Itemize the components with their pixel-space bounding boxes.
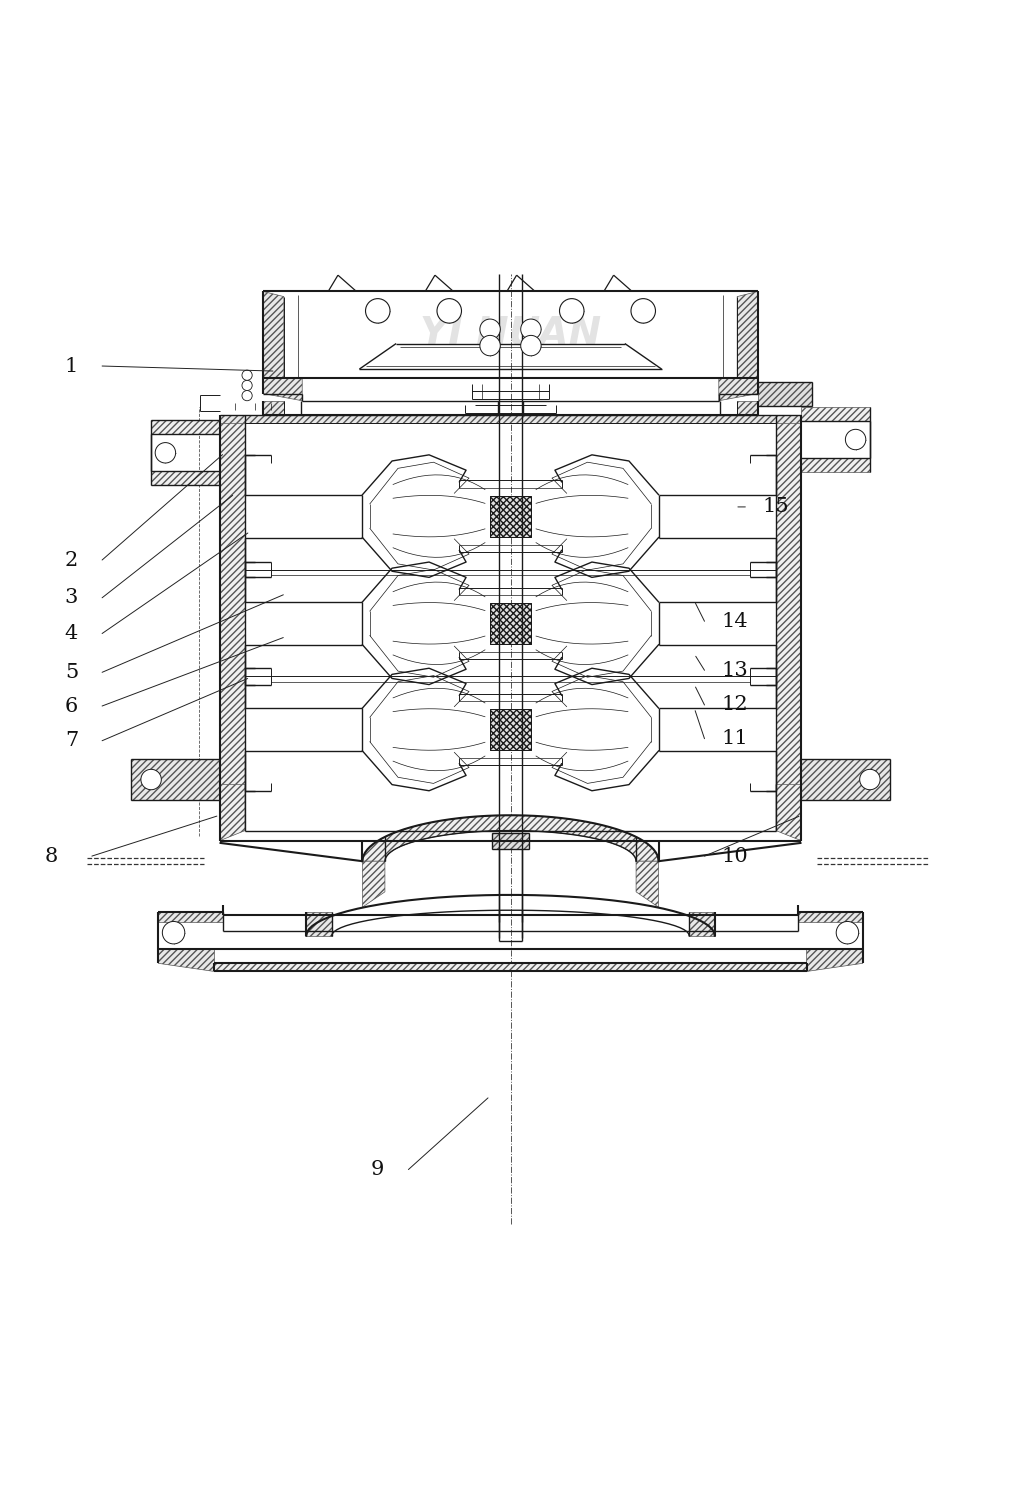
Text: 6: 6 [65, 697, 78, 715]
Polygon shape [220, 415, 245, 784]
Polygon shape [220, 415, 801, 424]
Polygon shape [490, 496, 531, 537]
Text: 10: 10 [722, 846, 748, 866]
Circle shape [480, 335, 500, 356]
Polygon shape [758, 383, 812, 406]
Polygon shape [776, 415, 801, 784]
Polygon shape [263, 379, 302, 401]
Text: 4: 4 [65, 624, 78, 642]
Text: 13: 13 [722, 661, 748, 680]
Polygon shape [151, 421, 220, 434]
Text: 1: 1 [64, 356, 79, 375]
Polygon shape [263, 291, 284, 379]
Polygon shape [719, 379, 758, 401]
Circle shape [845, 430, 866, 449]
Circle shape [521, 335, 541, 356]
Polygon shape [214, 964, 807, 971]
Text: 3: 3 [64, 588, 79, 608]
Polygon shape [490, 603, 531, 644]
Polygon shape [801, 407, 870, 421]
Polygon shape [131, 759, 220, 799]
Polygon shape [636, 861, 659, 908]
Circle shape [242, 391, 252, 401]
Text: 14: 14 [722, 612, 748, 630]
Circle shape [560, 299, 584, 323]
Text: 2: 2 [65, 550, 78, 570]
Polygon shape [737, 291, 758, 379]
Polygon shape [306, 912, 332, 936]
Text: 11: 11 [722, 730, 748, 748]
Polygon shape [776, 784, 801, 841]
Text: 9: 9 [371, 1160, 385, 1179]
Circle shape [242, 369, 252, 380]
Polygon shape [801, 759, 890, 799]
Circle shape [141, 769, 161, 790]
Text: 7: 7 [65, 731, 78, 749]
Polygon shape [362, 816, 659, 861]
Circle shape [366, 299, 390, 323]
Polygon shape [798, 912, 863, 923]
Circle shape [242, 380, 252, 391]
Polygon shape [492, 832, 529, 849]
Circle shape [155, 442, 176, 463]
Circle shape [860, 769, 880, 790]
Polygon shape [490, 709, 531, 749]
Polygon shape [807, 949, 863, 971]
Polygon shape [689, 912, 715, 936]
Circle shape [521, 320, 541, 339]
Polygon shape [151, 470, 220, 486]
Text: 12: 12 [722, 695, 748, 715]
Circle shape [836, 921, 859, 944]
Polygon shape [158, 912, 223, 923]
Circle shape [631, 299, 655, 323]
Polygon shape [801, 458, 870, 472]
Polygon shape [362, 861, 385, 908]
Polygon shape [737, 401, 758, 415]
Text: 15: 15 [763, 498, 789, 516]
Text: YI HUAN: YI HUAN [420, 314, 601, 353]
Circle shape [480, 320, 500, 339]
Text: 5: 5 [65, 664, 78, 682]
Circle shape [437, 299, 461, 323]
Polygon shape [263, 401, 284, 415]
Text: 8: 8 [45, 846, 57, 866]
Circle shape [162, 921, 185, 944]
Polygon shape [158, 949, 214, 971]
Polygon shape [220, 784, 245, 841]
